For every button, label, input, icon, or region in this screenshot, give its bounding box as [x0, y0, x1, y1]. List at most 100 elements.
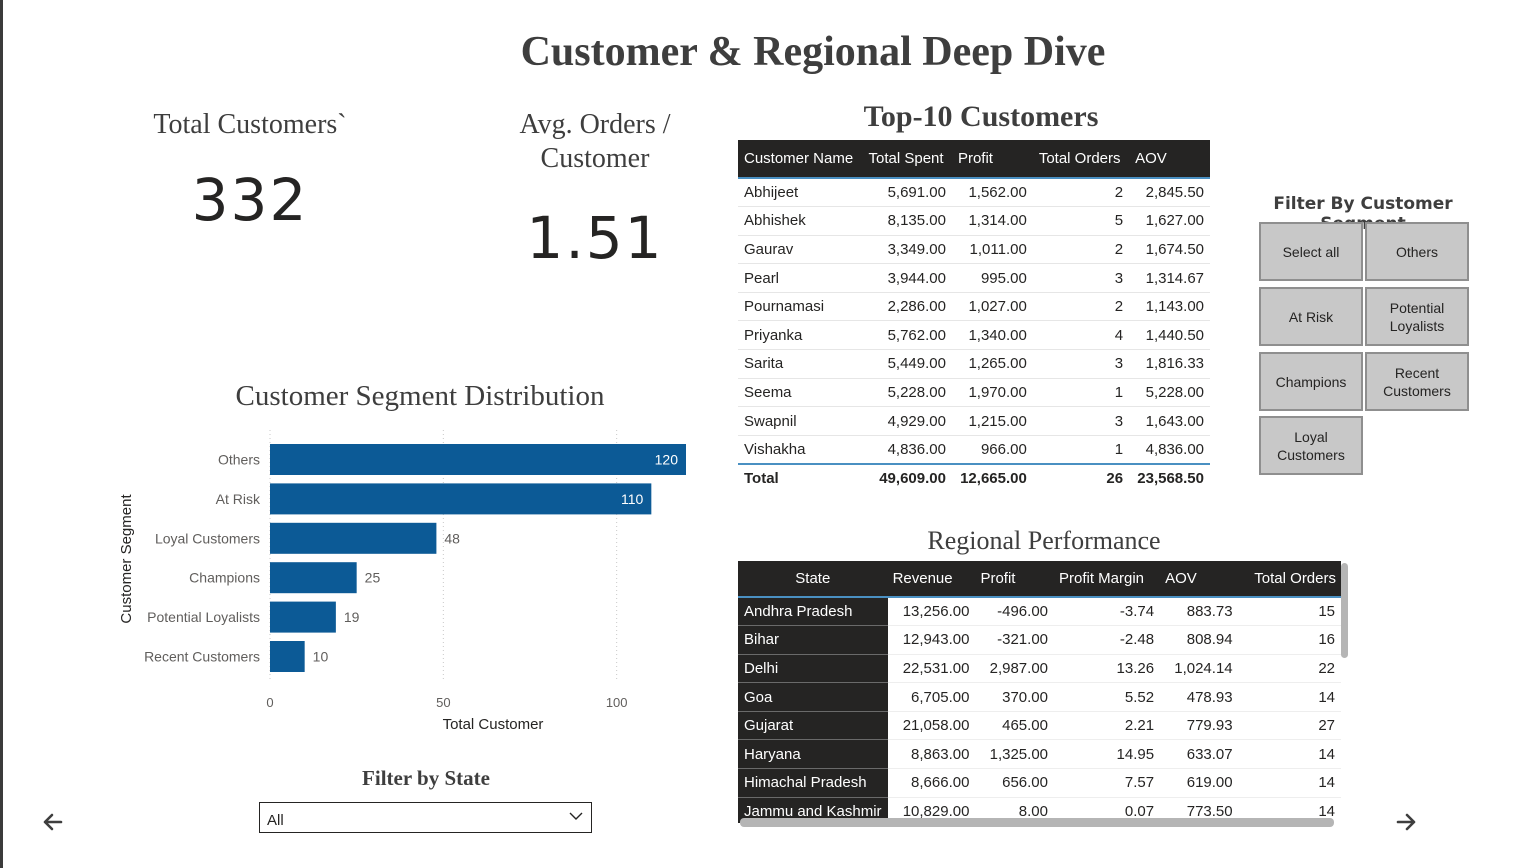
table-cell: 2,845.50	[1129, 178, 1210, 208]
segment-option-button[interactable]: Loyal Customers	[1259, 416, 1363, 475]
table-cell: 370.00	[975, 682, 1054, 712]
arrow-right-icon[interactable]	[1392, 808, 1420, 836]
column-header[interactable]: Profit	[951, 140, 1033, 178]
table-cell: Priyanka	[738, 320, 863, 351]
table-cell: 2	[1032, 235, 1130, 265]
table-cell: 5,691.00	[862, 178, 952, 208]
table-cell: 1,627.00	[1129, 206, 1210, 236]
state-dropdown[interactable]: All	[259, 802, 592, 833]
bar[interactable]	[270, 522, 437, 554]
table-row[interactable]: Andhra Pradesh 13,256.00 -496.00 -3.74 883.7…	[738, 597, 1341, 627]
regional-title: Regional Performance	[927, 526, 1161, 555]
table-row[interactable]: Abhijeet 5,691.00 1,562.00 2 2,845.50	[738, 178, 1210, 208]
card-value: 332	[191, 166, 309, 234]
state-cell: Goa	[738, 682, 888, 712]
table-cell: 8,666.00	[887, 768, 976, 798]
table-row[interactable]: Pearl 3,944.00 995.00 3 1,314.67	[738, 263, 1210, 293]
bar[interactable]	[270, 483, 652, 515]
total-cell: 49,609.00	[862, 462, 952, 493]
table-row[interactable]: Bihar 12,943.00 -321.00 -2.48 808.94 16	[738, 625, 1341, 655]
column-header[interactable]: Profit	[975, 561, 1054, 597]
bar[interactable]	[270, 562, 357, 594]
table-cell: 2	[1032, 178, 1130, 208]
table-cell: 4,836.00	[1129, 435, 1210, 465]
table-cell: 619.00	[1160, 768, 1239, 798]
segment-option-button[interactable]: Champions	[1259, 352, 1363, 411]
column-header[interactable]: Total Orders	[1032, 140, 1130, 178]
total-cell: 26	[1032, 462, 1130, 493]
segment-bar-chart: 0 50 100 Others 120 At Risk 110 Loyal Customers…	[118, 430, 686, 733]
table-cell: 14.95	[1054, 739, 1161, 770]
table-cell: 5,228.00	[1129, 378, 1210, 408]
table-row[interactable]: Goa 6,705.00 370.00 5.52 478.93 14	[738, 682, 1341, 712]
card-value: 1.51	[526, 204, 664, 272]
table-cell: 1,011.00	[951, 235, 1033, 265]
table-cell: 1,562.00	[951, 178, 1033, 208]
column-header[interactable]: State	[738, 561, 888, 597]
table-row[interactable]: Gujarat 21,058.00 465.00 2.21 779.93 27	[738, 711, 1341, 741]
table-cell: 1,816.33	[1129, 349, 1210, 379]
table-cell: Pearl	[738, 263, 863, 293]
table-row[interactable]: Sarita 5,449.00 1,265.00 3 1,816.33	[738, 349, 1210, 379]
table-cell: 14	[1238, 682, 1341, 712]
table-cell: 5,762.00	[862, 320, 952, 351]
table-cell: 2,987.00	[975, 654, 1054, 684]
arrow-left-icon[interactable]	[39, 808, 67, 836]
column-header[interactable]: Customer Name	[738, 140, 863, 178]
table-cell: 5,449.00	[862, 349, 952, 379]
table-row[interactable]: Vishakha 4,836.00 966.00 1 4,836.00	[738, 435, 1210, 465]
table-header-row: State Revenue Profit Profit Margin AOV Total …	[738, 561, 1341, 597]
segment-option-button[interactable]: At Risk	[1259, 287, 1363, 346]
table-cell: 8,135.00	[862, 206, 952, 236]
table-row[interactable]: Delhi 22,531.00 2,987.00 13.26 1,024.14 22	[738, 654, 1341, 684]
table-row[interactable]: Priyanka 5,762.00 1,340.00 4 1,440.50	[738, 320, 1210, 351]
column-header[interactable]: Profit Margin	[1054, 561, 1161, 597]
table-cell: 7.57	[1054, 768, 1161, 798]
state-cell: Himachal Pradesh	[738, 768, 888, 798]
table-cell: 22,531.00	[887, 654, 976, 684]
table-cell: Abhishek	[738, 206, 863, 236]
table-cell: 6,705.00	[887, 682, 976, 712]
table-cell: 883.73	[1160, 597, 1239, 627]
state-cell: Delhi	[738, 654, 888, 684]
table-row[interactable]: Swapnil 4,929.00 1,215.00 3 1,643.00	[738, 406, 1210, 436]
table-cell: 465.00	[975, 711, 1054, 741]
column-header[interactable]: Revenue	[887, 561, 976, 597]
segment-option-button[interactable]: Potential Loyalists	[1365, 287, 1469, 346]
bar[interactable]	[270, 444, 686, 475]
table-cell: 3	[1032, 263, 1130, 293]
table-cell: 1	[1032, 378, 1130, 408]
category-label: At Risk	[216, 491, 261, 507]
bar[interactable]	[270, 601, 336, 633]
column-header[interactable]: Total Orders	[1238, 561, 1341, 597]
table-row[interactable]: Pournamasi 2,286.00 1,027.00 2 1,143.00	[738, 292, 1210, 322]
segment-option-button[interactable]: Others	[1365, 222, 1469, 281]
table-cell: 2	[1032, 292, 1130, 322]
segment-option-button[interactable]: Recent Customers	[1365, 352, 1469, 411]
table-cell: -2.48	[1054, 625, 1161, 655]
table-cell: 1,340.00	[951, 320, 1033, 351]
avg-orders-card: Avg. Orders / Customer 1.51	[480, 108, 710, 272]
segment-option-button[interactable]: Select all	[1259, 222, 1363, 281]
table-row[interactable]: Seema 5,228.00 1,970.00 1 5,228.00	[738, 378, 1210, 408]
table-cell: 966.00	[951, 435, 1033, 465]
table-row[interactable]: Haryana 8,863.00 1,325.00 14.95 633.07 14	[738, 739, 1341, 770]
table-cell: -3.74	[1054, 597, 1161, 627]
table-cell: Gaurav	[738, 235, 863, 265]
table-cell: 4,836.00	[862, 435, 952, 465]
table-cell: Seema	[738, 378, 863, 408]
chevron-down-icon	[569, 812, 583, 820]
table-row[interactable]: Gaurav 3,349.00 1,011.00 2 1,674.50	[738, 235, 1210, 265]
table-cell: 995.00	[951, 263, 1033, 293]
table-row[interactable]: Himachal Pradesh 8,666.00 656.00 7.57 619.00…	[738, 768, 1341, 798]
vertical-scrollbar[interactable]	[1341, 563, 1348, 658]
column-header[interactable]: AOV	[1160, 561, 1239, 597]
table-cell: 16	[1238, 625, 1341, 655]
table-row[interactable]: Abhishek 8,135.00 1,314.00 5 1,627.00	[738, 206, 1210, 236]
table-cell: Vishakha	[738, 435, 863, 465]
column-header[interactable]: Total Spent	[862, 140, 952, 178]
category-label: Potential Loyalists	[147, 609, 260, 625]
bar[interactable]	[270, 641, 305, 672]
horizontal-scrollbar[interactable]	[740, 818, 1334, 827]
column-header[interactable]: AOV	[1129, 140, 1210, 178]
